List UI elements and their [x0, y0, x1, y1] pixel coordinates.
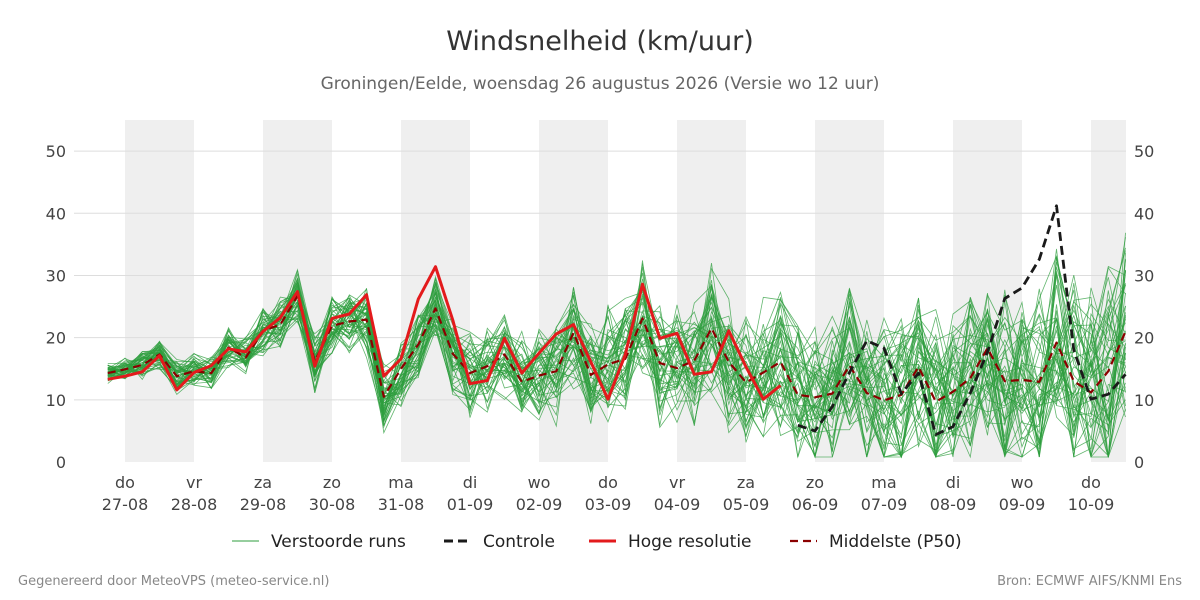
series-line-controle: [797, 204, 1127, 437]
footer-generated-by: Gegenereerd door MeteoVPS (meteo-service…: [18, 574, 329, 589]
x-tick-date: 04-09: [654, 495, 701, 514]
x-tick-date: 29-08: [240, 495, 287, 514]
ensemble-run-line: [107, 287, 1126, 458]
x-tick-date: 06-09: [792, 495, 839, 514]
legend-label-hoge-resolutie: Hoge resolutie: [628, 532, 752, 552]
series-line-p50: [107, 294, 1127, 403]
ensemble-run-line: [107, 288, 1126, 458]
ensemble-run-line: [107, 256, 1126, 458]
legend-label-p50: Middelste (P50): [829, 532, 962, 552]
x-tick-date: 27-08: [102, 495, 149, 514]
y-tick-label: 0: [1134, 453, 1144, 472]
chart-title: Windsnelheid (km/uur): [446, 26, 754, 57]
ensemble-run-line: [107, 275, 1126, 426]
y-tick-label: 30: [1134, 266, 1154, 285]
ensemble-run-line: [107, 281, 1126, 458]
y-tick-label: 10: [1134, 391, 1154, 410]
y-tick-label: 50: [46, 142, 66, 161]
main-series: [107, 204, 1127, 437]
x-tick-day: vr: [186, 473, 202, 492]
ensemble-run-line: [107, 281, 1126, 458]
x-tick-date: 01-09: [447, 495, 494, 514]
x-tick-day: di: [463, 473, 478, 492]
ensemble-run-line: [107, 270, 1126, 458]
y-tick-label: 30: [46, 266, 66, 285]
y-axis-left: 0 10 20 30 40 50: [46, 142, 66, 472]
weekend-day-shading: [125, 120, 1126, 462]
x-tick-date: 30-08: [309, 495, 356, 514]
x-tick-date: 02-09: [516, 495, 563, 514]
ensemble-run-line: [107, 291, 1126, 458]
y-tick-label: 20: [46, 329, 66, 348]
y-tick-label: 0: [56, 453, 66, 472]
shade-band: [125, 120, 194, 462]
x-tick-date: 28-08: [171, 495, 218, 514]
ensemble-run-line: [107, 277, 1126, 458]
ensemble-run-line: [107, 288, 1126, 458]
ensemble-run-line: [107, 260, 1126, 459]
x-tick-date: 10-09: [1068, 495, 1115, 514]
y-tick-label: 50: [1134, 142, 1154, 161]
x-tick-day: ma: [388, 473, 413, 492]
y-tick-label: 40: [1134, 204, 1154, 223]
shade-band: [677, 120, 746, 462]
ensemble-run-line: [107, 283, 1126, 459]
x-tick-date: 31-08: [378, 495, 425, 514]
chart-subtitle: Groningen/Eelde, woensdag 26 augustus 20…: [321, 74, 880, 94]
y-axis-right: 0 10 20 30 40 50: [1134, 142, 1154, 472]
x-tick-day: za: [737, 473, 755, 492]
x-tick-day: vr: [669, 473, 685, 492]
ensemble-run-line: [107, 252, 1126, 458]
footer-source: Bron: ECMWF AIFS/KNMI Ens: [997, 574, 1182, 589]
legend-label-ensemble: Verstoorde runs: [271, 532, 406, 552]
x-tick-day: za: [254, 473, 272, 492]
x-tick-day: wo: [528, 473, 551, 492]
x-tick-date: 05-09: [723, 495, 770, 514]
y-tick-label: 40: [46, 204, 66, 223]
x-tick-day: di: [946, 473, 961, 492]
x-tick-day: wo: [1011, 473, 1034, 492]
x-axis: do 27-08 vr 28-08 za 29-08 zo 30-08 ma 31-08 di 01-…: [102, 473, 1115, 514]
x-tick-day: do: [115, 473, 135, 492]
ensemble-run-line: [107, 271, 1126, 458]
x-tick-day: do: [598, 473, 618, 492]
x-tick-day: do: [1081, 473, 1101, 492]
x-tick-day: zo: [806, 473, 824, 492]
shade-band: [539, 120, 608, 462]
x-tick-date: 09-09: [999, 495, 1046, 514]
ensemble-run-line: [107, 280, 1126, 457]
y-tick-label: 10: [46, 391, 66, 410]
y-tick-label: 20: [1134, 329, 1154, 348]
x-tick-day: zo: [323, 473, 341, 492]
ensemble-run-line: [107, 284, 1126, 459]
ensemble-runs: [107, 232, 1126, 459]
series-line-hoge-resolutie: [107, 265, 782, 401]
x-tick-date: 03-09: [585, 495, 632, 514]
x-tick-day: ma: [871, 473, 896, 492]
x-tick-date: 08-09: [930, 495, 977, 514]
legend: Verstoorde runs Controle Hoge resolutie Mid…: [232, 532, 962, 552]
x-tick-date: 07-09: [861, 495, 908, 514]
legend-label-controle: Controle: [483, 532, 555, 552]
